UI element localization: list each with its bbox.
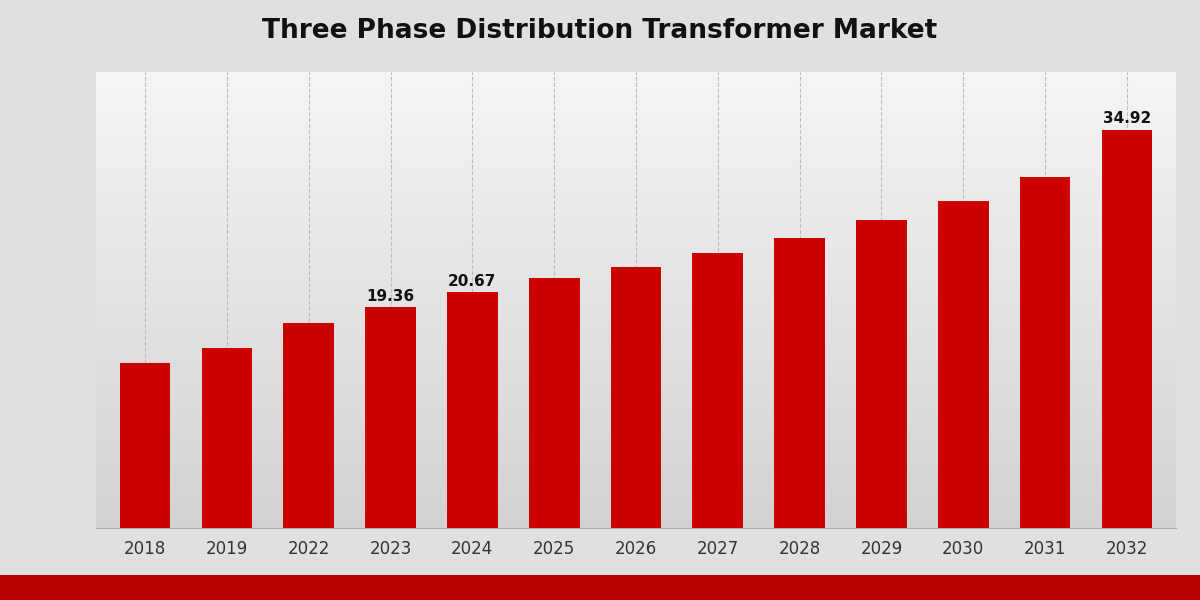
Bar xyxy=(938,201,989,528)
Text: 34.92: 34.92 xyxy=(1103,112,1151,127)
Bar xyxy=(774,238,826,528)
Bar xyxy=(529,278,580,528)
Bar xyxy=(692,253,743,528)
Bar xyxy=(1102,130,1152,528)
Bar xyxy=(611,267,661,528)
Text: 19.36: 19.36 xyxy=(366,289,415,304)
Text: Three Phase Distribution Transformer Market: Three Phase Distribution Transformer Mar… xyxy=(263,18,937,44)
Bar xyxy=(283,323,334,528)
Bar xyxy=(1020,177,1070,528)
Bar xyxy=(365,307,416,528)
Bar xyxy=(202,348,252,528)
Bar xyxy=(120,362,170,528)
Bar xyxy=(446,292,498,528)
Bar xyxy=(856,220,907,528)
Text: 20.67: 20.67 xyxy=(448,274,497,289)
